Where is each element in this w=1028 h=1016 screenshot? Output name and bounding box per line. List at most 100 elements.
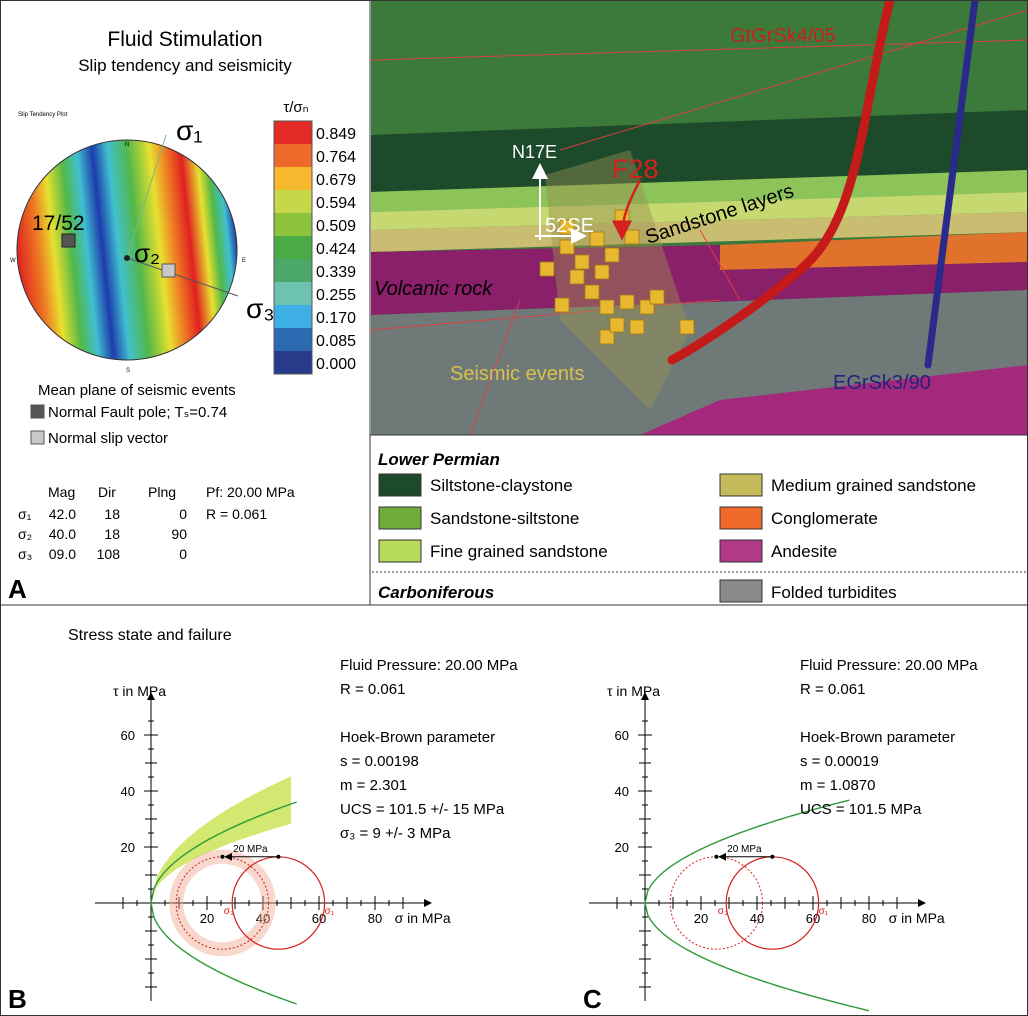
panel-label: A [8, 574, 27, 604]
event-cube [600, 300, 614, 314]
colorbar-label: 0.594 [316, 195, 356, 212]
color-swatch [274, 213, 312, 236]
event-cube [605, 248, 619, 262]
color-swatch [274, 144, 312, 167]
event-cube [650, 290, 664, 304]
table-cell: σ₁ [18, 506, 32, 522]
color-swatch [274, 167, 312, 190]
title: Fluid Stimulation [107, 28, 262, 51]
event-cube [610, 318, 624, 332]
colorbar-label: 0.764 [316, 149, 356, 166]
table-cell: σ₂ [18, 526, 32, 542]
event-cube [625, 230, 639, 244]
parameter-text: Fluid Pressure: 20.00 MPa [340, 657, 518, 674]
axis-title: σ in MPa [889, 910, 945, 926]
y-tick-label: 20 [121, 840, 135, 855]
legend-label: Sandstone-siltstone [430, 509, 579, 528]
x-tick-label: 80 [368, 911, 382, 926]
legend-label: Medium grained sandstone [771, 476, 976, 495]
x-tick-label: 80 [862, 911, 876, 926]
parameter-text: s = 0.00198 [340, 753, 419, 770]
colorbar-label: 0.170 [316, 310, 356, 327]
title: Stress state and failure [68, 627, 232, 644]
model-label: N17E [512, 142, 557, 162]
table-cell: 18 [104, 526, 120, 542]
circle-top [220, 855, 224, 859]
panel-label: B [8, 984, 27, 1014]
color-swatch [274, 305, 312, 328]
model-label: F28 [612, 154, 659, 184]
color-swatch [274, 282, 312, 305]
color-swatch [274, 236, 312, 259]
colorbar-label: 0.085 [316, 333, 356, 350]
legend-swatch [31, 405, 44, 418]
event-cube [570, 270, 584, 284]
legend-swatch [720, 540, 762, 562]
model-label: Seismic events [450, 363, 585, 385]
fault-pole [62, 234, 75, 247]
circle-label: σ₃ [224, 906, 234, 917]
sigma-label: σ₃ [246, 293, 275, 324]
event-cube [540, 262, 554, 276]
parameter-text: R = 0.061 [340, 681, 405, 698]
shift-label: 20 MPa [233, 844, 268, 855]
legend-swatch [379, 474, 421, 496]
sigma-label: σ₁ [176, 115, 203, 146]
parameter-text: s = 0.00019 [800, 753, 879, 770]
parameter-text: Hoek-Brown parameter [800, 729, 955, 746]
parameter-text: Fluid Pressure: 20.00 MPa [800, 657, 978, 674]
compass-label: N [125, 142, 129, 148]
legend-label: Andesite [771, 542, 837, 561]
event-cube [575, 255, 589, 269]
legend-group-title: Lower Permian [378, 450, 500, 469]
sigma-label: σ₂ [134, 238, 160, 268]
table-cell: 09.0 [49, 546, 76, 562]
color-swatch [274, 259, 312, 282]
y-tick-label: 20 [615, 840, 629, 855]
parameter-text: UCS = 101.5 MPa [800, 801, 922, 818]
legend-label: Normal Fault pole; Tₛ=0.74 [48, 404, 227, 421]
table-header: Mag [48, 484, 75, 500]
legend-label: Folded turbidites [771, 583, 897, 602]
legend-swatch [720, 580, 762, 602]
parameter-text: Hoek-Brown parameter [340, 729, 495, 746]
color-swatch [274, 190, 312, 213]
colorbar-label: 0.849 [316, 126, 356, 143]
y-tick-label: 40 [121, 784, 135, 799]
table-cell: σ₃ [18, 546, 32, 562]
table-cell: 90 [171, 526, 187, 542]
note: Pf: 20.00 MPa [206, 484, 295, 500]
legend-label: Normal slip vector [48, 430, 168, 447]
axis-title: τ in MPa [113, 683, 166, 699]
legend-swatch [720, 474, 762, 496]
parameter-text: UCS = 101.5 +/- 15 MPa [340, 801, 505, 818]
legend-label: Conglomerate [771, 509, 878, 528]
model-label: Volcanic rock [374, 278, 493, 300]
legend-swatch [379, 540, 421, 562]
legend-swatch [379, 507, 421, 529]
circle-label: σ₃ [718, 906, 728, 917]
circle-label: σ₁ [819, 906, 829, 917]
note: R = 0.061 [206, 506, 267, 522]
legend-group-title: Carboniferous [378, 583, 494, 602]
legend-swatch [720, 507, 762, 529]
colorbar-label: 0.255 [316, 287, 356, 304]
axis-title: τ in MPa [607, 683, 660, 699]
parameter-text: m = 2.301 [340, 777, 407, 794]
table-header: Plng [148, 484, 176, 500]
colorbar-title: τ/σₙ [283, 99, 308, 116]
table-cell: 18 [104, 506, 120, 522]
slip-vector [162, 264, 175, 277]
event-cube [555, 298, 569, 312]
subtitle: Slip tendency and seismicity [78, 56, 292, 75]
parameter-text: σ₃ = 9 +/- 3 MPa [340, 825, 451, 842]
colorbar-label: 0.000 [316, 356, 356, 373]
compass-label: W [10, 258, 16, 264]
y-tick-label: 40 [615, 784, 629, 799]
sigma2-point [124, 255, 130, 261]
legend-swatch [31, 431, 44, 444]
x-tick-label: 20 [694, 911, 708, 926]
x-tick-label: 40 [750, 911, 764, 926]
colorbar-label: 0.679 [316, 172, 356, 189]
legend-label: Siltstone-claystone [430, 476, 573, 495]
